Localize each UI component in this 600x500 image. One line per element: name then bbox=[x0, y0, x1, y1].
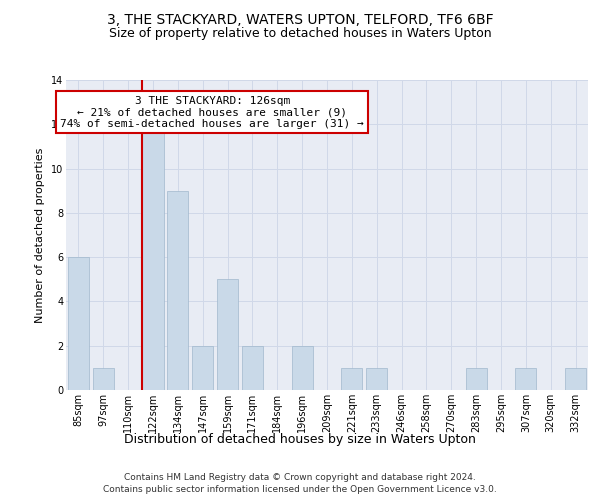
Text: 3, THE STACKYARD, WATERS UPTON, TELFORD, TF6 6BF: 3, THE STACKYARD, WATERS UPTON, TELFORD,… bbox=[107, 12, 493, 26]
Text: Size of property relative to detached houses in Waters Upton: Size of property relative to detached ho… bbox=[109, 28, 491, 40]
Bar bbox=[341, 368, 362, 390]
Y-axis label: Number of detached properties: Number of detached properties bbox=[35, 148, 45, 322]
Bar bbox=[242, 346, 263, 390]
Text: 3 THE STACKYARD: 126sqm
← 21% of detached houses are smaller (9)
74% of semi-det: 3 THE STACKYARD: 126sqm ← 21% of detache… bbox=[60, 96, 364, 128]
Bar bbox=[167, 190, 188, 390]
Bar bbox=[142, 124, 164, 390]
Text: Contains HM Land Registry data © Crown copyright and database right 2024.: Contains HM Land Registry data © Crown c… bbox=[124, 472, 476, 482]
Bar bbox=[217, 280, 238, 390]
Bar bbox=[466, 368, 487, 390]
Bar bbox=[192, 346, 213, 390]
Bar bbox=[565, 368, 586, 390]
Text: Contains public sector information licensed under the Open Government Licence v3: Contains public sector information licen… bbox=[103, 485, 497, 494]
Bar bbox=[68, 257, 89, 390]
Text: Distribution of detached houses by size in Waters Upton: Distribution of detached houses by size … bbox=[124, 432, 476, 446]
Bar bbox=[515, 368, 536, 390]
Bar bbox=[366, 368, 387, 390]
Bar bbox=[93, 368, 114, 390]
Bar bbox=[292, 346, 313, 390]
